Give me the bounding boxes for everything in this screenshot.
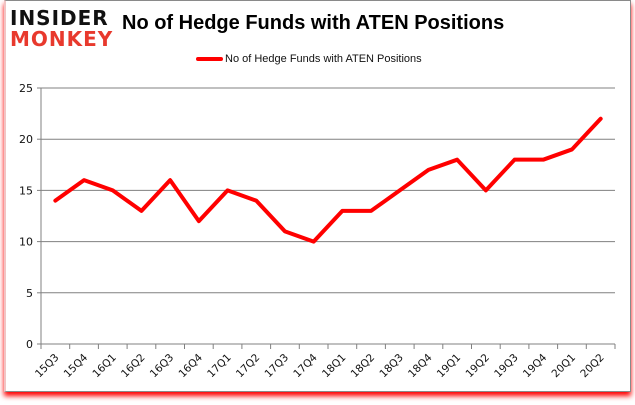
x-tick-label: 15Q4 (62, 351, 91, 380)
x-tick-label: 16Q4 (176, 351, 205, 380)
x-tick-label: 17Q3 (263, 352, 292, 381)
x-tick-label: 18Q1 (320, 352, 349, 381)
x-tick-label: 20Q2 (578, 352, 607, 381)
legend-label: No of Hedge Funds with ATEN Positions (225, 53, 422, 65)
x-tick-label: 18Q3 (377, 352, 406, 381)
chart-title: No of Hedge Funds with ATEN Positions (122, 12, 505, 34)
chart-legend: No of Hedge Funds with ATEN Positions (196, 51, 422, 67)
x-tick-label: 19Q4 (521, 351, 550, 380)
y-tick-label: 15 (19, 184, 33, 197)
data-series-line (53, 116, 603, 244)
x-tick-label: 16Q1 (90, 352, 119, 381)
x-tick-label: 15Q3 (33, 352, 62, 381)
x-tick-label: 16Q2 (119, 352, 148, 381)
x-tick-label: 18Q4 (406, 351, 435, 380)
y-tick-label: 25 (19, 82, 33, 95)
x-tick-label: 20Q1 (550, 352, 579, 381)
insider-monkey-logo: INSIDER MONKEY (10, 6, 120, 51)
legend-line-swatch-icon (196, 57, 223, 61)
x-tick-label: 17Q1 (205, 352, 234, 381)
x-tick-label: 17Q2 (234, 352, 263, 381)
x-tick-label: 18Q2 (349, 352, 378, 381)
x-tick-label: 19Q2 (463, 352, 492, 381)
y-tick-label: 0 (26, 338, 33, 351)
x-tick-label: 17Q4 (291, 351, 320, 380)
y-tick-label: 20 (19, 133, 33, 146)
x-tick-label: 19Q3 (492, 352, 521, 381)
x-tick-label: 19Q1 (435, 352, 464, 381)
logo-line-2: MONKEY (10, 27, 114, 51)
logo-line-1: INSIDER (10, 6, 109, 30)
x-tick-label: 16Q3 (148, 352, 177, 381)
y-tick-label: 10 (19, 236, 33, 249)
y-tick-label: 5 (26, 287, 33, 300)
chart-frame (4, 0, 631, 392)
